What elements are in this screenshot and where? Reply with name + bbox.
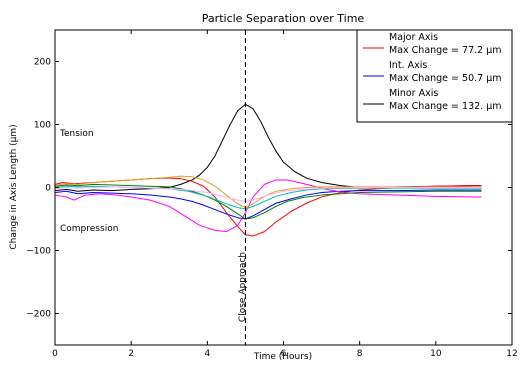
series-line-8 (54, 186, 482, 202)
legend-minor-axis-title: Minor Axis (389, 88, 438, 99)
x-tick-label: 6 (281, 349, 287, 359)
x-axis-label: Time (Hours) (253, 352, 312, 362)
legend-int-axis-value: Max Change = 50.7 μm (389, 73, 502, 84)
y-tick-label: 200 (34, 58, 51, 68)
legend-major-axis-title: Major Axis (389, 32, 438, 43)
close-approach-annotation: Close Approach (238, 252, 248, 322)
y-axis-label: Change in Axis Length (μm) (9, 124, 19, 249)
compression-annotation: Compression (60, 224, 118, 234)
x-tick-label: 8 (357, 349, 363, 359)
series-layer (54, 103, 482, 237)
y-tick-label: 0 (45, 184, 51, 194)
legend: Major Axis Max Change = 77.2 μm Int. Axi… (356, 29, 513, 123)
series-line-7 (54, 175, 482, 209)
legend-major-axis-value: Max Change = 77.2 μm (389, 45, 502, 56)
x-tick-label: 10 (430, 349, 442, 359)
legend-minor-axis-value: Max Change = 132. μm (389, 101, 502, 112)
chart-title: Particle Separation over Time (202, 12, 365, 25)
ticks-layer: 0 2 4 6 8 10 12 −200 −100 0 100 200 (26, 30, 518, 359)
x-tick-label: 0 (52, 349, 58, 359)
y-tick-label: 100 (34, 121, 51, 131)
y-tick-label: −100 (26, 247, 51, 257)
x-tick-label: 4 (204, 349, 210, 359)
tension-annotation: Tension (59, 129, 94, 139)
x-tick-label: 12 (506, 349, 517, 359)
series-line-5 (54, 183, 482, 220)
series-line-3 (54, 189, 482, 220)
y-tick-label: −200 (26, 310, 51, 320)
x-tick-label: 2 (128, 349, 134, 359)
legend-int-axis-title: Int. Axis (389, 60, 427, 71)
